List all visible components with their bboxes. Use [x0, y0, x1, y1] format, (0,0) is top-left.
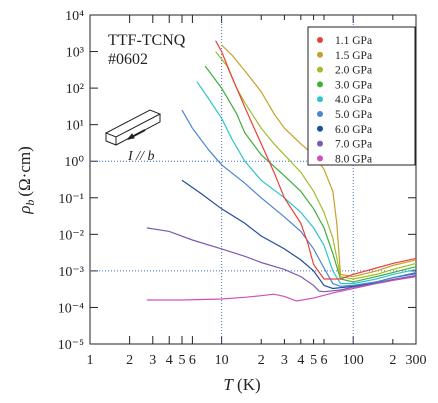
legend-marker [317, 140, 323, 147]
x-tick-label: 6 [189, 353, 196, 368]
y-tick-label: 10⁻⁵ [58, 338, 84, 353]
chart-subtitle: #0602 [108, 51, 148, 68]
y-label-sub: b [23, 200, 37, 206]
x-label-symbol: T [223, 375, 234, 394]
legend-label: 6.0 GPa [335, 124, 372, 136]
x-label-unit: (K) [237, 375, 261, 394]
legend-label: 1.1 GPa [335, 35, 372, 47]
x-tick-label: 5 [178, 353, 185, 368]
legend [307, 26, 416, 166]
y-tick-label: 10⁻² [58, 228, 84, 243]
x-tick-label: 300 [406, 353, 427, 368]
legend-marker [317, 66, 323, 73]
legend-label: 2.0 GPa [335, 65, 372, 77]
series-line [146, 276, 417, 302]
series-line [181, 179, 417, 290]
legend-label: 3.0 GPa [335, 79, 372, 91]
legend-label: 5.0 GPa [335, 109, 372, 121]
y-tick-label: 10⁻⁴ [58, 301, 84, 316]
legend-marker [317, 81, 323, 88]
series-line [146, 227, 417, 293]
legend-marker [317, 51, 323, 58]
legend-marker [317, 96, 323, 103]
legend-marker [317, 125, 323, 132]
series-line [215, 40, 417, 280]
y-tick-label: 10⁰ [64, 155, 84, 170]
x-tick-label: 10 [215, 353, 229, 368]
chart-title: TTF-TCNQ [108, 32, 186, 49]
y-tick-label: 10³ [66, 46, 84, 61]
y-tick-label: 10¹ [66, 119, 84, 134]
plot-frame [89, 14, 417, 345]
series-line [196, 81, 417, 285]
legend-label: 4.0 GPa [335, 94, 372, 106]
y-tick-label: 10⁴ [65, 9, 84, 24]
legend-marker [317, 111, 323, 117]
legend-label: 1.5 GPa [335, 50, 372, 62]
y-tick-label: 10² [66, 82, 84, 97]
sample-icon [104, 109, 162, 146]
legend-label: 7.0 GPa [335, 139, 372, 151]
y-tick-label: 10⁻¹ [58, 192, 84, 207]
series-line [215, 51, 417, 280]
series-line [204, 65, 417, 283]
x-tick-label: 4 [297, 353, 304, 368]
x-tick-label: 2 [389, 353, 396, 368]
x-tick-label: 3 [149, 353, 156, 368]
annotation: I // b [127, 149, 154, 164]
y-label-unit: (Ω·cm) [15, 146, 34, 196]
y-tick-label: 10⁻³ [58, 265, 84, 280]
x-tick-label: 2 [126, 353, 133, 368]
legend-label: 8.0 GPa [335, 153, 372, 165]
y-axis-label: ρb (Ω·cm) [15, 146, 37, 215]
legend-marker [317, 37, 323, 43]
x-tick-label: 4 [166, 353, 173, 368]
x-axis-label: T (K) [223, 375, 260, 394]
x-tick-label: 6 [321, 353, 328, 368]
legend-marker [317, 155, 323, 162]
x-tick-label: 3 [281, 353, 288, 368]
x-tick-label: 2 [258, 353, 265, 368]
x-tick-label: 1 [87, 353, 94, 368]
y-label-symbol: ρ [15, 206, 34, 215]
x-tick-label: 5 [310, 353, 317, 368]
x-tick-label: 100 [343, 353, 364, 368]
